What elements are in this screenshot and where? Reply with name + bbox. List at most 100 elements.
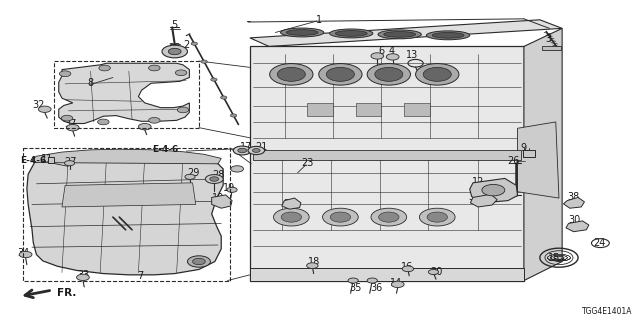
Text: 14: 14	[390, 278, 403, 288]
Circle shape	[367, 278, 378, 283]
Text: 19: 19	[223, 183, 236, 193]
Ellipse shape	[432, 32, 464, 38]
Circle shape	[77, 274, 90, 281]
Circle shape	[273, 208, 309, 226]
Text: 6: 6	[378, 45, 384, 56]
Circle shape	[148, 65, 160, 71]
Circle shape	[367, 64, 410, 85]
Bar	[23, 148, 230, 281]
Circle shape	[185, 174, 195, 179]
Polygon shape	[356, 103, 381, 116]
Circle shape	[323, 208, 358, 226]
Circle shape	[193, 258, 205, 265]
Text: 38: 38	[568, 192, 580, 203]
Text: 11: 11	[41, 154, 53, 164]
Circle shape	[221, 96, 227, 99]
Circle shape	[379, 212, 399, 222]
Text: 16: 16	[401, 262, 413, 272]
Circle shape	[19, 252, 32, 258]
Polygon shape	[48, 157, 54, 163]
Circle shape	[375, 68, 403, 81]
Polygon shape	[32, 149, 221, 164]
Circle shape	[415, 64, 459, 85]
Circle shape	[402, 266, 413, 272]
Circle shape	[482, 184, 505, 196]
Text: 13: 13	[406, 50, 418, 60]
Circle shape	[231, 166, 244, 172]
Ellipse shape	[384, 32, 415, 37]
Ellipse shape	[286, 30, 318, 35]
Text: 36: 36	[370, 284, 382, 293]
Polygon shape	[59, 63, 189, 124]
Text: 27: 27	[64, 156, 76, 167]
Circle shape	[61, 115, 73, 121]
Text: 10: 10	[212, 193, 224, 203]
Circle shape	[191, 42, 198, 45]
Circle shape	[60, 71, 71, 76]
Text: 17: 17	[240, 142, 252, 152]
Text: 25: 25	[168, 43, 181, 53]
Circle shape	[387, 54, 399, 60]
Polygon shape	[541, 46, 561, 50]
Polygon shape	[566, 221, 589, 232]
Text: 12: 12	[472, 177, 484, 187]
Text: E-4-6: E-4-6	[152, 145, 178, 154]
Text: 4: 4	[388, 45, 394, 56]
Polygon shape	[307, 103, 333, 116]
Circle shape	[210, 177, 219, 181]
Ellipse shape	[280, 28, 324, 37]
Circle shape	[227, 187, 237, 192]
Circle shape	[148, 117, 160, 123]
Text: 23: 23	[301, 157, 314, 168]
Circle shape	[168, 48, 181, 55]
Circle shape	[348, 278, 358, 283]
Circle shape	[188, 256, 211, 267]
Polygon shape	[518, 122, 559, 198]
Polygon shape	[27, 153, 223, 275]
Polygon shape	[524, 28, 562, 281]
Circle shape	[371, 53, 384, 59]
Text: FR.: FR.	[58, 288, 77, 298]
Circle shape	[423, 68, 451, 81]
Bar	[54, 61, 199, 128]
Circle shape	[67, 124, 79, 131]
Text: 34: 34	[17, 248, 29, 258]
Text: 3: 3	[545, 34, 551, 44]
Polygon shape	[470, 178, 518, 203]
Text: E-4-6: E-4-6	[20, 156, 47, 165]
Circle shape	[419, 208, 455, 226]
Circle shape	[99, 65, 110, 71]
Text: 2: 2	[183, 40, 189, 50]
Polygon shape	[62, 183, 196, 207]
Circle shape	[392, 281, 404, 288]
Text: 21: 21	[255, 142, 268, 152]
Text: 22: 22	[283, 199, 296, 209]
Text: 9: 9	[521, 143, 527, 153]
Text: 31: 31	[468, 192, 481, 203]
Circle shape	[138, 124, 151, 130]
Text: TGG4E1401A: TGG4E1401A	[582, 307, 632, 316]
Circle shape	[65, 161, 75, 166]
Circle shape	[230, 114, 237, 117]
Circle shape	[177, 107, 189, 113]
Text: 1: 1	[316, 15, 322, 25]
Text: 18: 18	[307, 257, 320, 267]
Circle shape	[319, 64, 362, 85]
Circle shape	[427, 212, 447, 222]
Text: 28: 28	[212, 170, 224, 180]
Text: 8: 8	[88, 78, 93, 88]
Bar	[523, 150, 536, 157]
Polygon shape	[250, 46, 524, 281]
Circle shape	[307, 263, 318, 268]
Ellipse shape	[330, 29, 373, 38]
Polygon shape	[404, 103, 429, 116]
Text: 26: 26	[508, 156, 520, 166]
Circle shape	[238, 148, 246, 153]
Polygon shape	[212, 195, 232, 208]
Ellipse shape	[335, 31, 367, 36]
Circle shape	[248, 146, 264, 155]
Circle shape	[281, 212, 301, 222]
Circle shape	[175, 70, 187, 76]
Circle shape	[252, 148, 260, 152]
Text: 5: 5	[172, 20, 178, 30]
